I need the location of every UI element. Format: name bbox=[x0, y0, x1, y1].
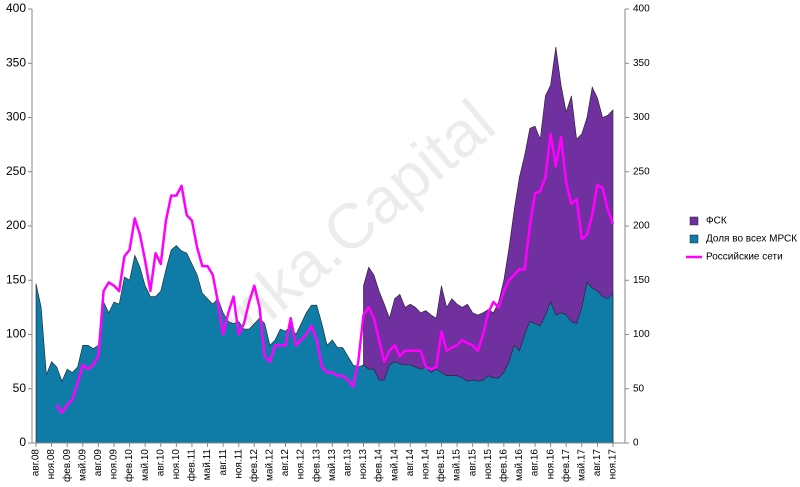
x-tick-label: ноя.16 bbox=[545, 449, 556, 480]
x-tick-label: май.13 bbox=[327, 449, 338, 481]
y2-tick-label: 350 bbox=[633, 58, 650, 69]
legend-label: Российские сети bbox=[706, 252, 783, 263]
y-tick-label: 50 bbox=[13, 381, 27, 395]
x-tick-label: ноя.17 bbox=[608, 449, 619, 480]
x-tick-label: авг.12 bbox=[280, 449, 291, 477]
y-tick-label: 200 bbox=[6, 218, 26, 232]
x-tick-label: авг.09 bbox=[93, 449, 104, 477]
legend-swatch bbox=[689, 216, 699, 226]
y2-tick-label: 150 bbox=[633, 275, 650, 286]
x-tick-label: фев.12 bbox=[248, 449, 260, 482]
y2-tick-label: 250 bbox=[633, 166, 650, 177]
x-tick-label: ноя.14 bbox=[421, 449, 432, 480]
x-tick-label: ноя.09 bbox=[109, 449, 120, 480]
y2-tick-label: 400 bbox=[633, 4, 650, 15]
x-tick-label: май.17 bbox=[576, 449, 587, 481]
legend-swatch bbox=[689, 234, 699, 244]
y-tick-label: 350 bbox=[6, 55, 26, 69]
x-tick-label: авг.08 bbox=[31, 449, 42, 477]
x-tick-label: фев.09 bbox=[61, 449, 73, 482]
y2-tick-label: 100 bbox=[633, 329, 650, 340]
x-tick-label: май.10 bbox=[140, 449, 151, 481]
x-tick-label: авг.14 bbox=[405, 449, 416, 477]
x-tick-label: май.14 bbox=[389, 449, 400, 481]
y-tick-label: 150 bbox=[6, 272, 26, 286]
y2-tick-label: 200 bbox=[633, 221, 650, 232]
y-tick-label: 0 bbox=[19, 435, 26, 449]
x-tick-label: ноя.11 bbox=[233, 449, 244, 479]
y2-tick-label: 0 bbox=[633, 438, 639, 449]
x-tick-label: ноя.13 bbox=[358, 449, 369, 480]
area bbox=[35, 245, 614, 444]
y2-tick-label: 300 bbox=[633, 112, 650, 123]
legend-label: ФСК bbox=[706, 216, 727, 227]
x-tick-label: май.16 bbox=[514, 449, 525, 481]
x-tick-label: ноя.10 bbox=[171, 449, 182, 480]
x-tick-label: май.11 bbox=[202, 449, 213, 481]
x-tick-label: ноя.08 bbox=[46, 449, 57, 480]
x-tick-label: авг.10 bbox=[155, 449, 166, 477]
x-tick-label: май.09 bbox=[77, 449, 88, 481]
x-tick-label: фев.11 bbox=[186, 449, 198, 482]
x-tick-label: фев.13 bbox=[310, 449, 322, 482]
x-tick-label: фев.10 bbox=[123, 449, 135, 482]
x-tick-label: ноя.12 bbox=[296, 449, 307, 480]
x-tick-label: май.12 bbox=[265, 449, 276, 481]
x-tick-label: авг.15 bbox=[467, 449, 478, 477]
y-tick-label: 250 bbox=[6, 164, 26, 178]
x-tick-label: авг.11 bbox=[218, 449, 229, 476]
x-tick-label: фев.15 bbox=[435, 449, 447, 482]
y-tick-label: 300 bbox=[6, 110, 26, 124]
y-tick-label: 400 bbox=[6, 1, 26, 15]
x-tick-label: фев.17 bbox=[560, 449, 572, 482]
x-tick-label: авг.17 bbox=[592, 449, 603, 477]
x-tick-label: авг.16 bbox=[530, 449, 541, 477]
x-tick-label: авг.13 bbox=[343, 449, 354, 477]
x-tick-label: май.15 bbox=[452, 449, 463, 481]
x-tick-label: фев.16 bbox=[497, 449, 509, 482]
line bbox=[55, 132, 615, 414]
x-tick-label: фев.14 bbox=[373, 449, 385, 482]
legend-label: Доля во всех МРСК bbox=[706, 234, 797, 245]
x-tick-label: ноя.15 bbox=[483, 449, 494, 480]
y-tick-label: 100 bbox=[6, 327, 26, 341]
y2-tick-label: 50 bbox=[633, 383, 645, 394]
